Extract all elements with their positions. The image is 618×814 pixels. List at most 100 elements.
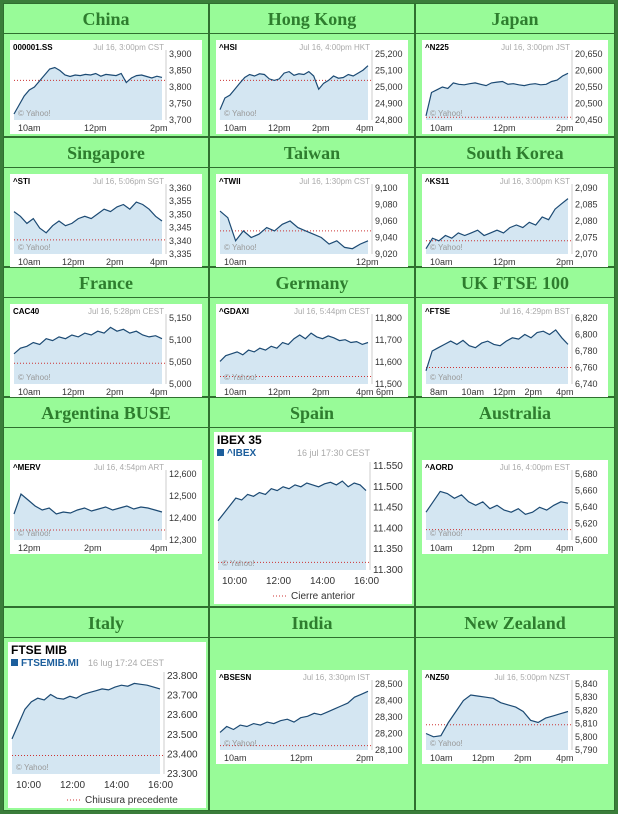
x-tick-label: 12pm bbox=[493, 123, 516, 133]
chart-panel[interactable]: ^N225 Jul 16, 3:00pm JST 20,650 20,600 20,55… bbox=[422, 40, 608, 134]
y-tick-label: 3,345 bbox=[169, 223, 192, 233]
area-fill bbox=[426, 491, 568, 540]
y-tick-label: 5,810 bbox=[575, 719, 598, 729]
ticker-label: FTSEMIB.MI bbox=[21, 658, 79, 669]
region-title[interactable]: Argentina BUSE bbox=[4, 398, 208, 428]
timestamp: Jul 16, 5:00pm NZST bbox=[494, 673, 570, 682]
x-tick-label: 10:00 bbox=[222, 576, 247, 587]
x-tick-label: 4pm bbox=[150, 257, 168, 267]
index-name: IBEX 35 bbox=[217, 433, 262, 447]
y-tick-label: 9,060 bbox=[375, 216, 398, 226]
y-tick-label: 3,800 bbox=[169, 82, 192, 92]
y-tick-label: 5,150 bbox=[169, 313, 192, 323]
region-title[interactable]: South Korea bbox=[416, 138, 614, 168]
y-tick-label: 28,200 bbox=[375, 729, 403, 739]
timestamp: Jul 16, 3:00pm JST bbox=[501, 43, 570, 52]
chart-panel[interactable]: ^KS11 Jul 16, 3:00pm KST 2,090 2,085 2,080 2,… bbox=[422, 174, 608, 268]
chart-panel[interactable]: FTSE MIB FTSEMIB.MI 16 lug 17:24 CEST 23.80… bbox=[8, 642, 206, 808]
y-tick-label: 6,820 bbox=[575, 313, 598, 323]
region-title[interactable]: Spain bbox=[210, 398, 414, 428]
intraday-chart: ^HSI Jul 16, 4:00pm HKT 25,200 25,100 25,000… bbox=[219, 43, 403, 133]
market-cell-singapore: Singapore ^STI Jul 16, 5:06pm SGT 3,360 3,35… bbox=[3, 137, 209, 268]
x-tick-label: 12:00 bbox=[266, 576, 291, 587]
index-name: FTSE MIB bbox=[11, 643, 67, 657]
chart-panel[interactable]: 000001.SS Jul 16, 3:00pm CST 3,900 3,850 3,8… bbox=[10, 40, 202, 134]
y-tick-label: 11.500 bbox=[373, 482, 403, 493]
intraday-chart: ^KS11 Jul 16, 3:00pm KST 2,090 2,085 2,080 2,… bbox=[425, 177, 598, 267]
price-line bbox=[425, 198, 569, 250]
region-title[interactable]: Germany bbox=[210, 268, 414, 298]
chart-panel[interactable]: ^MERV Jul 16, 4:54pm ART 12,600 12,500 12,40… bbox=[10, 460, 202, 554]
chart-panel[interactable]: ^FTSE Jul 16, 4:29pm BST 6,820 6,800 6,780 6,… bbox=[422, 304, 608, 398]
legend-label: Cierre anterior bbox=[291, 591, 356, 602]
ticker-label: ^TWII bbox=[219, 177, 241, 186]
price-line bbox=[13, 66, 163, 115]
chart-panel[interactable]: ^AORD Jul 16, 4:00pm EST 5,680 5,660 5,640 5,… bbox=[422, 460, 608, 554]
x-tick-label: 4pm bbox=[556, 543, 574, 553]
region-title[interactable]: China bbox=[4, 4, 208, 34]
y-tick-label: 2,075 bbox=[575, 233, 598, 243]
timestamp: Jul 16, 4:54pm ART bbox=[94, 463, 164, 472]
y-tick-label: 28,400 bbox=[375, 696, 403, 706]
region-title[interactable]: Hong Kong bbox=[210, 4, 414, 34]
market-cell-italy: Italy FTSE MIB FTSEMIB.MI 16 lug 17:24 CEST… bbox=[3, 607, 209, 811]
y-tick-label: 20,450 bbox=[575, 115, 603, 125]
x-tick-label: 2pm bbox=[84, 543, 102, 553]
series-swatch bbox=[11, 659, 18, 666]
y-tick-label: 23.600 bbox=[167, 710, 198, 721]
y-tick-label: 5,830 bbox=[575, 692, 598, 702]
area-fill bbox=[426, 198, 568, 254]
x-tick-label: 12pm bbox=[356, 257, 379, 267]
market-cell-australia: Australia ^AORD Jul 16, 4:00pm EST 5,680 5,6… bbox=[415, 397, 615, 607]
region-title[interactable]: Singapore bbox=[4, 138, 208, 168]
x-tick-label: 12pm bbox=[62, 387, 85, 397]
region-title[interactable]: UK FTSE 100 bbox=[416, 268, 614, 298]
region-title[interactable]: France bbox=[4, 268, 208, 298]
region-title[interactable]: Taiwan bbox=[210, 138, 414, 168]
y-tick-label: 24,800 bbox=[375, 115, 403, 125]
chart-panel[interactable]: ^STI Jul 16, 5:06pm SGT 3,360 3,355 3,350 3,3… bbox=[10, 174, 202, 268]
market-cell-spain: Spain IBEX 35 ^IBEX 16 jul 17:30 CEST 11.550… bbox=[209, 397, 415, 607]
intraday-chart: ^MERV Jul 16, 4:54pm ART 12,600 12,500 12,40… bbox=[13, 463, 197, 553]
price-line bbox=[219, 210, 369, 250]
yahoo-watermark: © Yahoo! bbox=[18, 243, 51, 252]
market-grid: China 000001.SS Jul 16, 3:00pm CST 3,900 3,8… bbox=[3, 3, 615, 811]
x-tick-label: 4pm bbox=[150, 387, 168, 397]
y-tick-label: 5,600 bbox=[575, 535, 598, 545]
ticker-label: ^BSESN bbox=[219, 673, 251, 682]
market-cell-new-zealand: New Zealand ^NZ50 Jul 16, 5:00pm NZST 5,840… bbox=[415, 607, 615, 811]
yahoo-watermark: © Yahoo! bbox=[430, 739, 463, 748]
region-title[interactable]: India bbox=[210, 608, 414, 638]
chart-panel[interactable]: CAC40 Jul 16, 5:28pm CEST 5,150 5,100 5,050 5… bbox=[10, 304, 202, 398]
x-tick-label: 4pm bbox=[356, 123, 374, 133]
region-title[interactable]: New Zealand bbox=[416, 608, 614, 638]
chart-panel[interactable]: ^GDAXI Jul 16, 5:44pm CEST 11,800 11,700 11,… bbox=[216, 304, 408, 398]
x-tick-label: 2pm bbox=[312, 123, 330, 133]
yahoo-watermark: © Yahoo! bbox=[430, 243, 463, 252]
chart-panel[interactable]: ^HSI Jul 16, 4:00pm HKT 25,200 25,100 25,000… bbox=[216, 40, 408, 134]
x-tick-label: 12pm bbox=[84, 123, 107, 133]
timestamp: Jul 16, 3:30pm IST bbox=[303, 673, 370, 682]
y-tick-label: 23.700 bbox=[167, 691, 198, 702]
yahoo-watermark: © Yahoo! bbox=[18, 109, 51, 118]
intraday-chart: ^AORD Jul 16, 4:00pm EST 5,680 5,660 5,640 5,… bbox=[425, 463, 598, 553]
intraday-chart: CAC40 Jul 16, 5:28pm CEST 5,150 5,100 5,050 5… bbox=[13, 307, 192, 397]
y-tick-label: 9,080 bbox=[375, 200, 398, 210]
timestamp: Jul 16, 4:00pm HKT bbox=[299, 43, 370, 52]
x-tick-label: 2pm bbox=[312, 387, 330, 397]
y-tick-label: 6,780 bbox=[575, 346, 598, 356]
chart-panel[interactable]: IBEX 35 ^IBEX 16 jul 17:30 CEST 11.550 11.50… bbox=[214, 432, 412, 604]
ticker-label: ^MERV bbox=[13, 463, 41, 472]
chart-panel[interactable]: ^TWII Jul 16, 1:30pm CST 9,100 9,080 9,060 9,… bbox=[216, 174, 408, 268]
region-title[interactable]: Australia bbox=[416, 398, 614, 428]
area-fill bbox=[426, 329, 568, 384]
timestamp: Jul 16, 3:00pm CST bbox=[93, 43, 164, 52]
x-tick-label: 10am bbox=[18, 257, 41, 267]
region-title[interactable]: Japan bbox=[416, 4, 614, 34]
chart-panel[interactable]: ^BSESN Jul 16, 3:30pm IST 28,500 28,400 28,3… bbox=[216, 670, 408, 764]
y-tick-label: 5,660 bbox=[575, 486, 598, 496]
chart-panel[interactable]: ^NZ50 Jul 16, 5:00pm NZST 5,840 5,830 5,820 5… bbox=[422, 670, 608, 764]
x-tick-label: 12pm bbox=[493, 387, 516, 397]
intraday-chart: ^STI Jul 16, 5:06pm SGT 3,360 3,355 3,350 3,3… bbox=[13, 177, 192, 267]
region-title[interactable]: Italy bbox=[4, 608, 208, 638]
